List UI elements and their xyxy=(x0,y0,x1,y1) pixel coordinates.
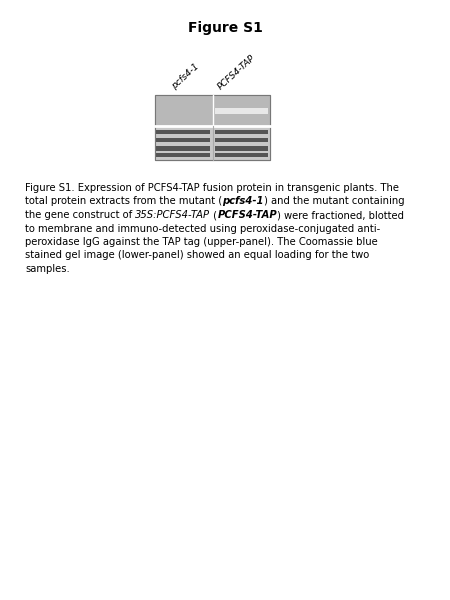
Text: PCFS4-TAP: PCFS4-TAP xyxy=(216,53,256,91)
Bar xyxy=(155,95,270,126)
Text: Figure S1. Expression of PCFS4-TAP fusion protein in transgenic plants. The: Figure S1. Expression of PCFS4-TAP fusio… xyxy=(25,183,399,193)
Text: samples.: samples. xyxy=(25,264,70,274)
Bar xyxy=(215,146,268,151)
Bar xyxy=(156,138,210,142)
Text: pcfs4-1: pcfs4-1 xyxy=(222,196,264,206)
Bar xyxy=(155,95,270,160)
Text: ) and the mutant containing: ) and the mutant containing xyxy=(264,196,404,206)
Bar xyxy=(215,152,268,157)
Text: to membrane and immuno-detected using peroxidase-conjugated anti-: to membrane and immuno-detected using pe… xyxy=(25,224,380,233)
Text: the gene construct of: the gene construct of xyxy=(25,210,135,220)
Bar xyxy=(156,152,210,157)
Text: 35S:PCFS4-TAP: 35S:PCFS4-TAP xyxy=(135,210,211,220)
Text: stained gel image (lower-panel) showed an equal loading for the two: stained gel image (lower-panel) showed a… xyxy=(25,251,369,260)
Text: ) were fractioned, blotted: ) were fractioned, blotted xyxy=(277,210,404,220)
Bar xyxy=(156,130,210,134)
Text: total protein extracts from the mutant (: total protein extracts from the mutant ( xyxy=(25,196,222,206)
Text: peroxidase IgG against the TAP tag (upper-panel). The Coomassie blue: peroxidase IgG against the TAP tag (uppe… xyxy=(25,237,378,247)
Bar xyxy=(155,126,270,160)
Bar xyxy=(156,146,210,151)
Bar xyxy=(215,130,268,134)
Text: PCFS4-TAP: PCFS4-TAP xyxy=(217,210,277,220)
Bar xyxy=(155,95,270,160)
Text: pcfs4-1: pcfs4-1 xyxy=(170,62,201,91)
Text: Figure S1: Figure S1 xyxy=(188,21,262,35)
Bar xyxy=(215,108,268,115)
Text: (: ( xyxy=(211,210,217,220)
Bar xyxy=(215,138,268,142)
